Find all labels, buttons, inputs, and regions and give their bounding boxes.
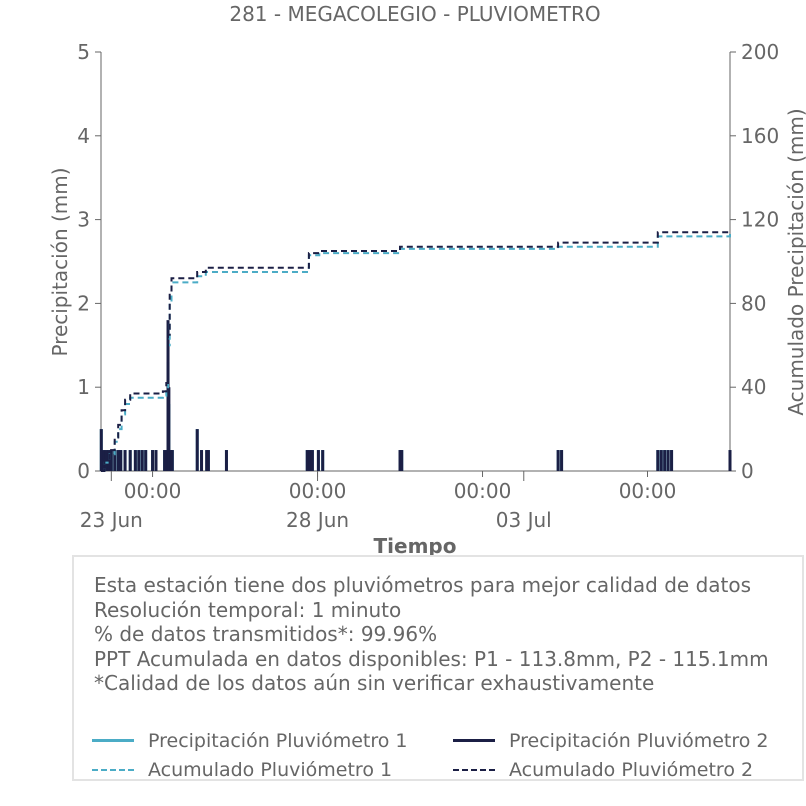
info-box: Esta estación tiene dos pluviómetros par…	[72, 555, 804, 781]
y-tick-label: 3	[77, 208, 90, 232]
x-tick-label: 00:00	[289, 479, 347, 503]
legend-swatch-p1-precip	[92, 739, 134, 742]
y2-tick-label: 0	[741, 459, 754, 483]
rainfall-chart: 281 - MEGACOLEGIO - PLUVIOMETRO 0 1 2 3 4 5 0 4…	[48, 2, 806, 558]
x-tick-label: 00:00	[619, 479, 677, 503]
x-date-label: 03 Jul	[496, 508, 552, 532]
y-tick-label: 5	[77, 40, 90, 64]
y-tick-label: 1	[77, 375, 90, 399]
y-tick-label: 2	[77, 291, 90, 315]
legend-label-p2-precip: Precipitación Pluviómetro 2	[509, 730, 769, 752]
legend-swatch-p1-acum	[92, 769, 134, 771]
info-line-stations: Esta estación tiene dos pluviómetros par…	[94, 573, 752, 597]
info-line-accumulated: PPT Acumulada en datos disponibles: P1 -…	[94, 646, 769, 671]
info-line-quality: *Calidad de los datos aún sin verificar …	[94, 671, 655, 695]
y-tick-label: 4	[77, 124, 90, 148]
accum-line-2	[101, 230, 731, 472]
info-line-transmitted: % de datos transmitidos*: 99.96%	[94, 622, 438, 646]
x-axis-label: Tiempo	[374, 534, 457, 558]
y2-tick-label: 80	[741, 291, 766, 315]
y-tick-label: 0	[77, 459, 90, 483]
y2-tick-label: 40	[741, 375, 766, 399]
chart-title: 281 - MEGACOLEGIO - PLUVIOMETRO	[229, 2, 600, 26]
legend-swatch-p2-acum	[453, 769, 495, 771]
legend-label-p1-precip: Precipitación Pluviómetro 1	[148, 730, 408, 752]
y2-tick-label: 160	[741, 124, 779, 148]
legend-label-p2-acum: Acumulado Pluviómetro 2	[509, 759, 754, 781]
x-tick-label: 00:00	[454, 479, 512, 503]
info-lines: Esta estación tiene dos pluviómetros par…	[94, 573, 769, 696]
x-date-label: 23 Jun	[80, 508, 143, 532]
x-tick-label: 00:00	[124, 479, 182, 503]
y-axis-label: Precipitación (mm)	[48, 167, 72, 356]
y2-axis-label: Acumulado Precipitación (mm)	[784, 108, 806, 415]
legend-swatch-p2-precip	[453, 739, 495, 742]
info-line-resolution: Resolución temporal: 1 minuto	[94, 597, 402, 622]
legend-label-p1-acum: Acumulado Pluviómetro 1	[148, 759, 393, 781]
plot-area: 0 1 2 3 4 5 0 40 80 120 160 200 00:00 00:00 00:00 00:00…	[77, 40, 779, 532]
accum-line-1	[101, 232, 731, 472]
x-date-label: 28 Jun	[286, 508, 349, 532]
y2-tick-label: 200	[741, 40, 779, 64]
y2-tick-label: 120	[741, 208, 779, 232]
